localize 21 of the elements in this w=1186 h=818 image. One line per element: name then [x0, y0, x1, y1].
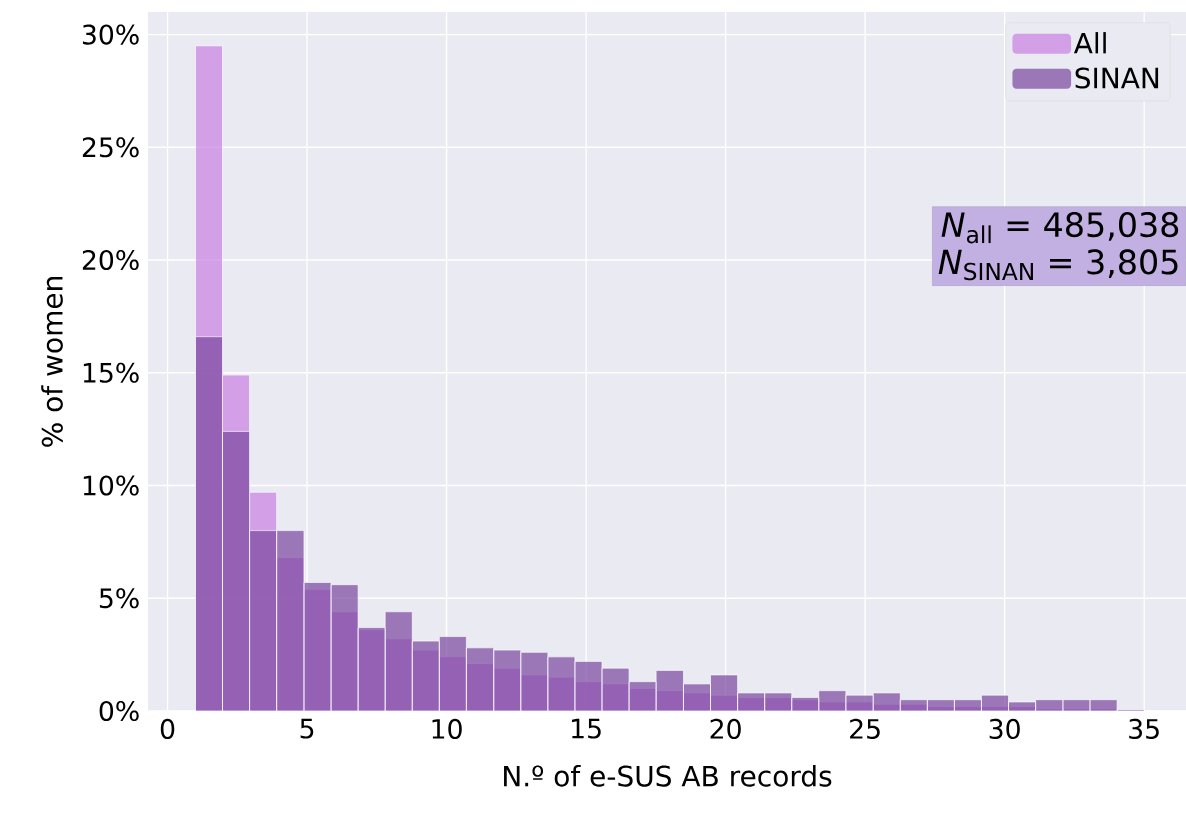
x-tick-label: 10 [432, 718, 462, 739]
y-tick-label: 20% [82, 249, 139, 271]
y-tick-label: 0% [99, 700, 139, 722]
annotation: N$_{SINAN}$ = 3,805 [938, 249, 1178, 281]
y-tick-label: 15% [83, 362, 139, 383]
annotation: N$_{all}$ = 485,038 [941, 212, 1179, 244]
x-tick-label: 35 [1129, 718, 1159, 739]
x-tick-label: 25 [850, 718, 880, 739]
y-axis-title: % of women [41, 277, 63, 447]
x-tick-label: 0 [160, 718, 175, 739]
x-tick-label: 5 [300, 718, 314, 739]
y-tick-label: 5% [99, 588, 139, 609]
legend-label: All [1073, 32, 1106, 54]
x-tick-label: 15 [572, 718, 601, 739]
y-tick-label: 25% [82, 137, 139, 158]
y-tick-label: 10% [83, 475, 139, 496]
x-tick-label: 20 [710, 718, 741, 739]
x-tick-label: 30 [989, 718, 1020, 739]
y-tick-label: 30% [82, 24, 139, 45]
legend-label: SINAN [1075, 67, 1159, 89]
x-axis-title: N.º of e-SUS AB records [504, 765, 832, 787]
